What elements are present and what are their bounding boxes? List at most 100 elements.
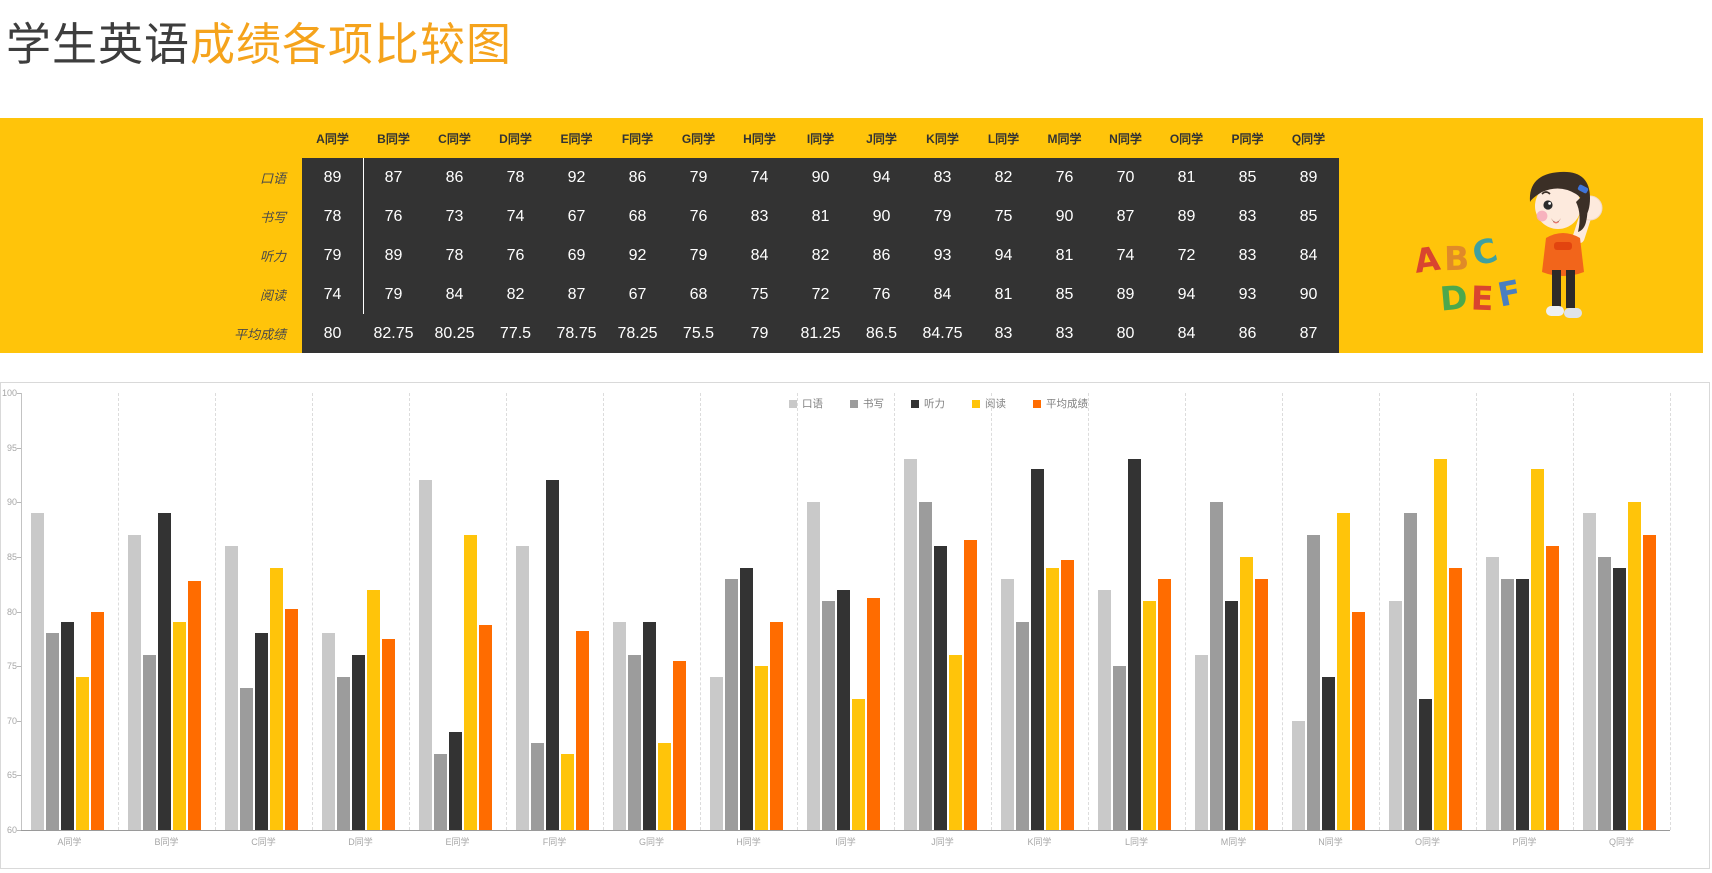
- table-cell[interactable]: 75: [729, 275, 790, 314]
- table-cell[interactable]: 78.75: [546, 314, 607, 353]
- table-cell[interactable]: 89: [302, 158, 363, 197]
- table-cell[interactable]: 83: [1034, 314, 1095, 353]
- bar-书写[interactable]: [337, 677, 350, 830]
- bar-口语[interactable]: [128, 535, 141, 830]
- table-cell[interactable]: 87: [1278, 314, 1339, 353]
- table-cell[interactable]: 90: [1034, 197, 1095, 236]
- table-cell[interactable]: 79: [668, 236, 729, 275]
- bar-听力[interactable]: [837, 589, 850, 830]
- bar-口语[interactable]: [322, 633, 335, 830]
- bar-听力[interactable]: [1322, 677, 1335, 830]
- table-cell[interactable]: 90: [1278, 275, 1339, 314]
- bar-平均成绩[interactable]: [964, 540, 977, 830]
- bar-阅读[interactable]: [367, 589, 380, 830]
- bar-平均成绩[interactable]: [479, 625, 492, 830]
- bar-听力[interactable]: [61, 622, 74, 830]
- bar-口语[interactable]: [1389, 600, 1402, 830]
- table-cell[interactable]: 76: [363, 197, 424, 236]
- bar-听力[interactable]: [1613, 567, 1626, 830]
- bar-平均成绩[interactable]: [1546, 545, 1559, 830]
- table-cell[interactable]: 94: [851, 158, 912, 197]
- table-cell[interactable]: 86: [424, 158, 485, 197]
- table-cell[interactable]: 78.25: [607, 314, 668, 353]
- table-cell[interactable]: 86: [851, 236, 912, 275]
- bar-听力[interactable]: [1419, 698, 1432, 830]
- bar-书写[interactable]: [1598, 556, 1611, 830]
- bar-书写[interactable]: [434, 753, 447, 830]
- table-cell[interactable]: 85: [1278, 197, 1339, 236]
- table-cell[interactable]: 84: [912, 275, 973, 314]
- table-cell[interactable]: 81: [1034, 236, 1095, 275]
- bar-口语[interactable]: [1195, 655, 1208, 830]
- bar-阅读[interactable]: [464, 535, 477, 830]
- bar-口语[interactable]: [1001, 578, 1014, 830]
- table-cell[interactable]: 83: [973, 314, 1034, 353]
- table-cell[interactable]: 90: [851, 197, 912, 236]
- bar-听力[interactable]: [546, 480, 559, 830]
- table-cell[interactable]: 75: [973, 197, 1034, 236]
- bar-口语[interactable]: [419, 480, 432, 830]
- bar-书写[interactable]: [531, 742, 544, 830]
- bar-口语[interactable]: [613, 622, 626, 830]
- bar-口语[interactable]: [516, 545, 529, 830]
- bar-口语[interactable]: [31, 513, 44, 830]
- bar-听力[interactable]: [449, 731, 462, 830]
- bar-口语[interactable]: [1098, 589, 1111, 830]
- table-cell[interactable]: 81: [973, 275, 1034, 314]
- bar-书写[interactable]: [725, 578, 738, 830]
- legend-item[interactable]: 听力: [911, 396, 945, 411]
- bar-平均成绩[interactable]: [285, 608, 298, 830]
- bar-平均成绩[interactable]: [382, 638, 395, 830]
- legend-item[interactable]: 书写: [850, 396, 884, 411]
- bar-口语[interactable]: [807, 502, 820, 830]
- table-cell[interactable]: 87: [363, 158, 424, 197]
- bar-平均成绩[interactable]: [1061, 559, 1074, 830]
- bar-平均成绩[interactable]: [188, 581, 201, 830]
- table-cell[interactable]: 74: [302, 275, 363, 314]
- bar-听力[interactable]: [1225, 600, 1238, 830]
- table-cell[interactable]: 84: [1278, 236, 1339, 275]
- table-cell[interactable]: 79: [302, 236, 363, 275]
- table-cell[interactable]: 80: [1095, 314, 1156, 353]
- table-cell[interactable]: 85: [1217, 158, 1278, 197]
- legend-item[interactable]: 阅读: [972, 396, 1006, 411]
- bar-平均成绩[interactable]: [1449, 567, 1462, 830]
- table-cell[interactable]: 79: [912, 197, 973, 236]
- bar-书写[interactable]: [1307, 535, 1320, 830]
- table-cell[interactable]: 89: [363, 236, 424, 275]
- table-cell[interactable]: 83: [729, 197, 790, 236]
- bar-口语[interactable]: [1583, 513, 1596, 830]
- table-cell[interactable]: 93: [912, 236, 973, 275]
- table-cell[interactable]: 82: [485, 275, 546, 314]
- bar-听力[interactable]: [352, 655, 365, 830]
- table-cell[interactable]: 85: [1034, 275, 1095, 314]
- table-cell[interactable]: 76: [485, 236, 546, 275]
- bar-听力[interactable]: [1516, 578, 1529, 830]
- bar-书写[interactable]: [1113, 666, 1126, 830]
- bar-听力[interactable]: [934, 545, 947, 830]
- bar-书写[interactable]: [1501, 578, 1514, 830]
- table-cell[interactable]: 93: [1217, 275, 1278, 314]
- legend-item[interactable]: 平均成绩: [1033, 396, 1088, 411]
- table-cell[interactable]: 74: [485, 197, 546, 236]
- bar-口语[interactable]: [1486, 556, 1499, 830]
- bar-平均成绩[interactable]: [673, 660, 686, 830]
- bar-听力[interactable]: [255, 633, 268, 830]
- table-cell[interactable]: 68: [607, 197, 668, 236]
- bar-阅读[interactable]: [1628, 502, 1641, 830]
- table-cell[interactable]: 89: [1278, 158, 1339, 197]
- legend-item[interactable]: 口语: [789, 396, 823, 411]
- bar-书写[interactable]: [822, 600, 835, 830]
- bar-口语[interactable]: [710, 677, 723, 830]
- table-cell[interactable]: 72: [790, 275, 851, 314]
- table-cell[interactable]: 78: [302, 197, 363, 236]
- table-cell[interactable]: 84: [729, 236, 790, 275]
- bar-阅读[interactable]: [1240, 556, 1253, 830]
- bar-阅读[interactable]: [949, 655, 962, 830]
- bar-口语[interactable]: [904, 458, 917, 830]
- bar-听力[interactable]: [158, 513, 171, 830]
- bar-阅读[interactable]: [1531, 469, 1544, 830]
- bar-听力[interactable]: [740, 567, 753, 830]
- bar-口语[interactable]: [1292, 720, 1305, 830]
- bar-阅读[interactable]: [755, 666, 768, 830]
